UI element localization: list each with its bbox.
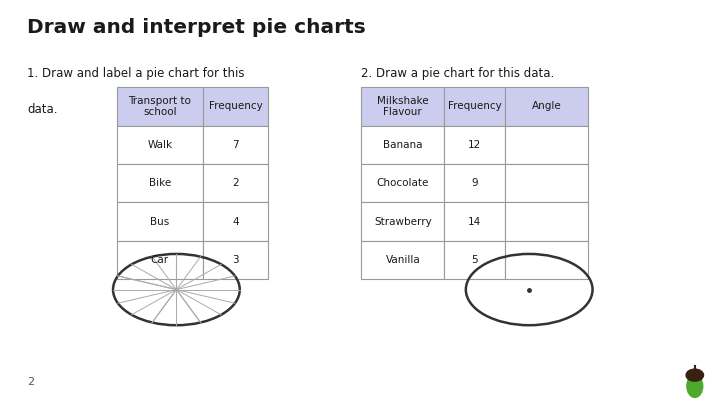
Text: 9: 9 [472,178,478,188]
Bar [505,126,588,164]
Ellipse shape [687,375,703,397]
Text: 3: 3 [232,255,239,265]
Text: 14: 14 [468,217,482,227]
Bar [117,126,203,164]
Bar [444,241,505,279]
Text: Strawberry: Strawberry [374,217,432,227]
Text: Frequency: Frequency [209,101,262,111]
Bar [444,87,505,126]
Text: Draw and interpret pie charts: Draw and interpret pie charts [27,18,366,37]
Text: Walk: Walk [148,140,172,150]
Text: Frequency: Frequency [448,101,502,111]
Text: 2. Draw a pie chart for this data.: 2. Draw a pie chart for this data. [361,67,554,80]
Text: Chocolate: Chocolate [377,178,429,188]
Text: Bus: Bus [150,217,169,227]
Bar [203,241,268,279]
Bar [361,241,444,279]
Bar [203,87,268,126]
Text: 12: 12 [468,140,482,150]
Text: data.: data. [27,103,58,116]
Bar [444,164,505,202]
Bar [444,202,505,241]
Bar [505,202,588,241]
Bar [361,87,444,126]
Text: Bike: Bike [149,178,171,188]
Text: 4: 4 [232,217,239,227]
Text: 5: 5 [472,255,478,265]
Ellipse shape [686,369,703,381]
Text: Transport to
school: Transport to school [128,96,192,117]
Bar [117,241,203,279]
Bar [361,126,444,164]
Text: 2: 2 [232,178,239,188]
Bar [361,202,444,241]
Text: 1. Draw and label a pie chart for this: 1. Draw and label a pie chart for this [27,67,245,80]
Text: Banana: Banana [383,140,423,150]
Text: 2: 2 [27,377,35,387]
Bar [444,126,505,164]
Bar [505,164,588,202]
Bar [117,87,203,126]
Bar [117,202,203,241]
Bar [505,241,588,279]
Bar [117,164,203,202]
Bar [203,202,268,241]
Bar [505,87,588,126]
Text: Milkshake
Flavour: Milkshake Flavour [377,96,428,117]
Bar [203,164,268,202]
Text: Angle: Angle [532,101,562,111]
Bar [361,164,444,202]
Text: Car: Car [150,255,169,265]
Bar [203,126,268,164]
Text: Vanilla: Vanilla [385,255,420,265]
Text: 7: 7 [232,140,239,150]
